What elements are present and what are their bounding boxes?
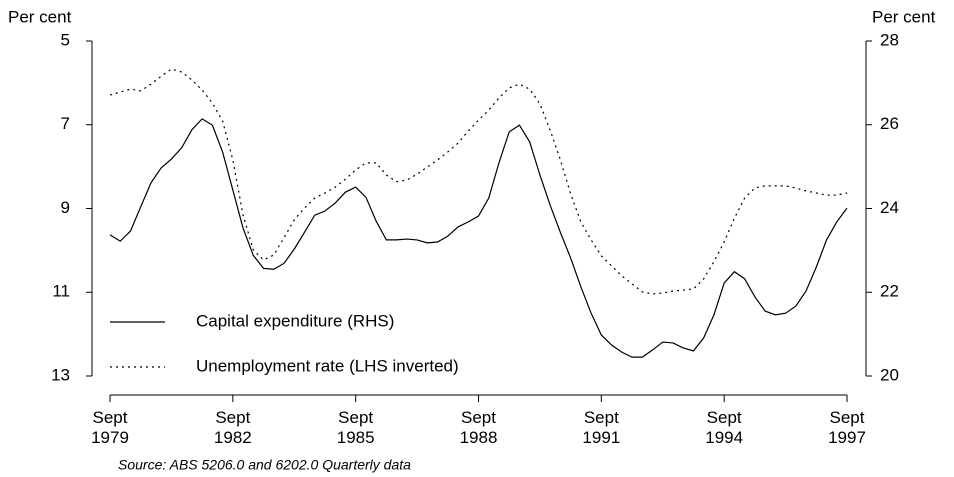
x-tick-label: Sept 1979 <box>91 408 129 447</box>
x-tick-label: Sept 1988 <box>459 408 498 447</box>
y2-tick-label: 20 <box>880 365 899 384</box>
y-tick-label: 5 <box>61 30 70 49</box>
y-tick-label: 13 <box>51 365 70 384</box>
y-tick-label: 11 <box>52 282 70 301</box>
y2-tick-label: 22 <box>880 282 899 301</box>
y2-tick-label: 24 <box>880 198 899 217</box>
x-tick-label: Sept 1994 <box>705 408 744 447</box>
x-tick-label: Sept 1991 <box>582 408 621 447</box>
line-series <box>109 118 848 358</box>
y-tick-label: 7 <box>61 114 70 133</box>
legend-label: Unemployment rate (LHS inverted) <box>196 356 459 375</box>
y2-tick-label: 28 <box>880 30 899 49</box>
y2-tick-label: 26 <box>880 114 899 133</box>
x-tick-label: Sept 1997 <box>828 408 866 447</box>
y-tick-label: 9 <box>61 198 70 217</box>
y2-axis-label: Per cent <box>872 7 936 26</box>
x-tick-label: Sept 1985 <box>336 408 375 447</box>
y-axis-label: Per cent <box>8 7 72 26</box>
legend-label: Capital expenditure (RHS) <box>196 311 394 330</box>
line-series <box>109 68 848 295</box>
x-tick-label: Sept 1982 <box>213 408 252 447</box>
source: Source: ABS 5206.0 and 6202.0 Quarterly … <box>118 457 411 473</box>
